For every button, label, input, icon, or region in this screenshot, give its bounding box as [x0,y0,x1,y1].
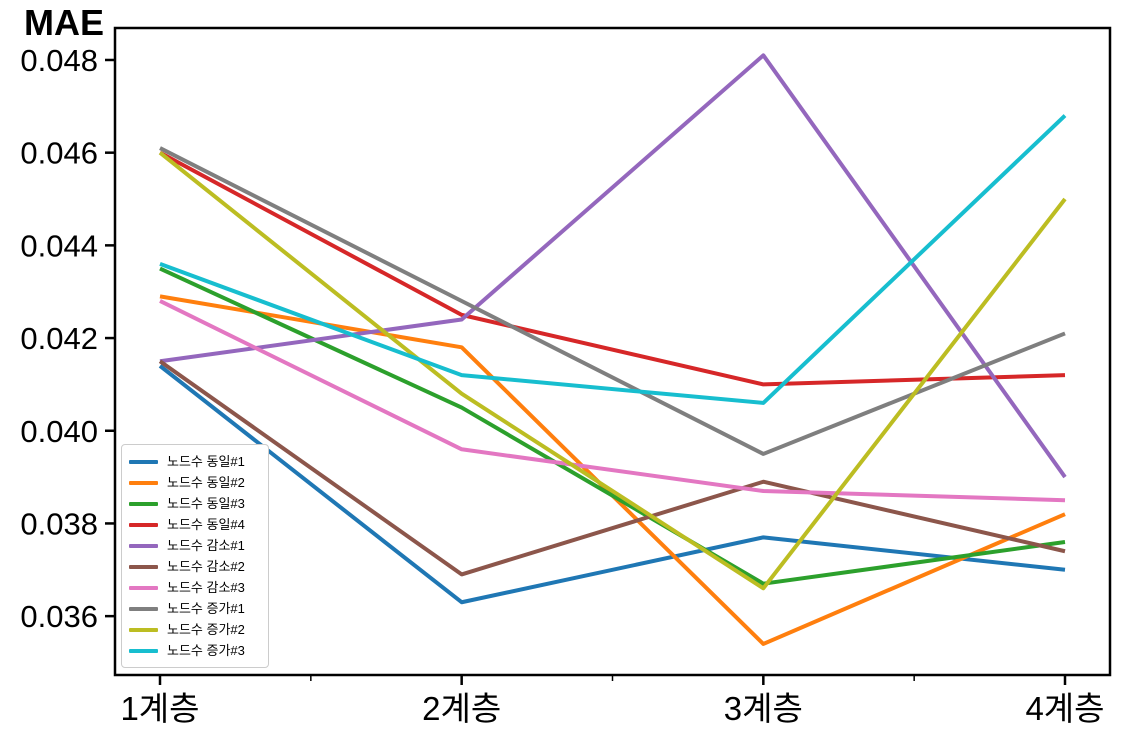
series-line-2 [159,266,1066,586]
series-line-6 [159,299,1066,503]
legend-label: 노드수 동일#4 [167,517,245,532]
legend-label: 노드수 감소#2 [167,559,245,574]
y-tick-label: 0.036 [20,599,98,634]
y-tick-label: 0.044 [20,228,98,263]
x-tick-label: 3계층 [724,690,803,727]
legend-item-4: 노드수 감소#1 [129,535,262,556]
legend-line-swatch [129,648,158,653]
legend-item-2: 노드수 동일#3 [129,493,262,514]
legend-item-1: 노드수 동일#2 [129,472,262,493]
legend-item-8: 노드수 증가#2 [129,619,262,640]
y-tick-label: 0.042 [20,321,98,356]
legend-item-7: 노드수 증가#1 [129,598,262,619]
legend-label: 노드수 증가#2 [167,622,245,637]
series-line-9 [159,114,1067,405]
x-tick-label: 1계층 [120,690,199,727]
legend: 노드수 동일#1 노드수 동일#2 노드수 동일#3 노드수 동일#4 노드수 감소#1… [121,444,269,668]
chart-title: MAE [24,2,104,43]
y-tick-label: 0.040 [20,414,98,449]
series-line-3 [159,150,1066,387]
series-line-5 [158,359,1066,577]
series-line-8 [158,151,1067,591]
legend-label: 노드수 동일#1 [167,454,245,469]
series-line-4 [159,53,1067,479]
y-tick-label: 0.038 [20,506,98,541]
legend-line-swatch [129,522,158,527]
legend-line-swatch [129,501,158,506]
series-line-0 [158,364,1066,605]
legend-item-0: 노드수 동일#1 [129,451,262,472]
legend-item-5: 노드수 감소#2 [129,556,262,577]
legend-line-swatch [129,459,158,464]
legend-line-swatch [129,606,158,611]
legend-label: 노드수 증가#3 [167,643,245,658]
y-tick-label: 0.048 [20,43,98,78]
legend-label: 노드수 감소#1 [167,538,245,553]
legend-item-6: 노드수 감소#3 [129,577,262,598]
legend-line-swatch [129,543,158,548]
series-line-7 [159,146,1066,456]
y-tick-label: 0.046 [20,136,98,171]
legend-line-swatch [129,480,158,485]
legend-item-9: 노드수 증가#3 [129,640,262,661]
x-tick-label: 4계층 [1025,690,1104,727]
legend-item-3: 노드수 동일#4 [129,514,262,535]
legend-line-swatch [129,627,158,632]
x-tick-label: 2계층 [422,690,501,727]
legend-label: 노드수 증가#1 [167,601,245,616]
legend-line-swatch [129,585,158,590]
legend-line-swatch [129,564,158,569]
legend-label: 노드수 동일#3 [167,496,245,511]
legend-label: 노드수 동일#2 [167,475,245,490]
legend-label: 노드수 감소#3 [167,580,245,595]
